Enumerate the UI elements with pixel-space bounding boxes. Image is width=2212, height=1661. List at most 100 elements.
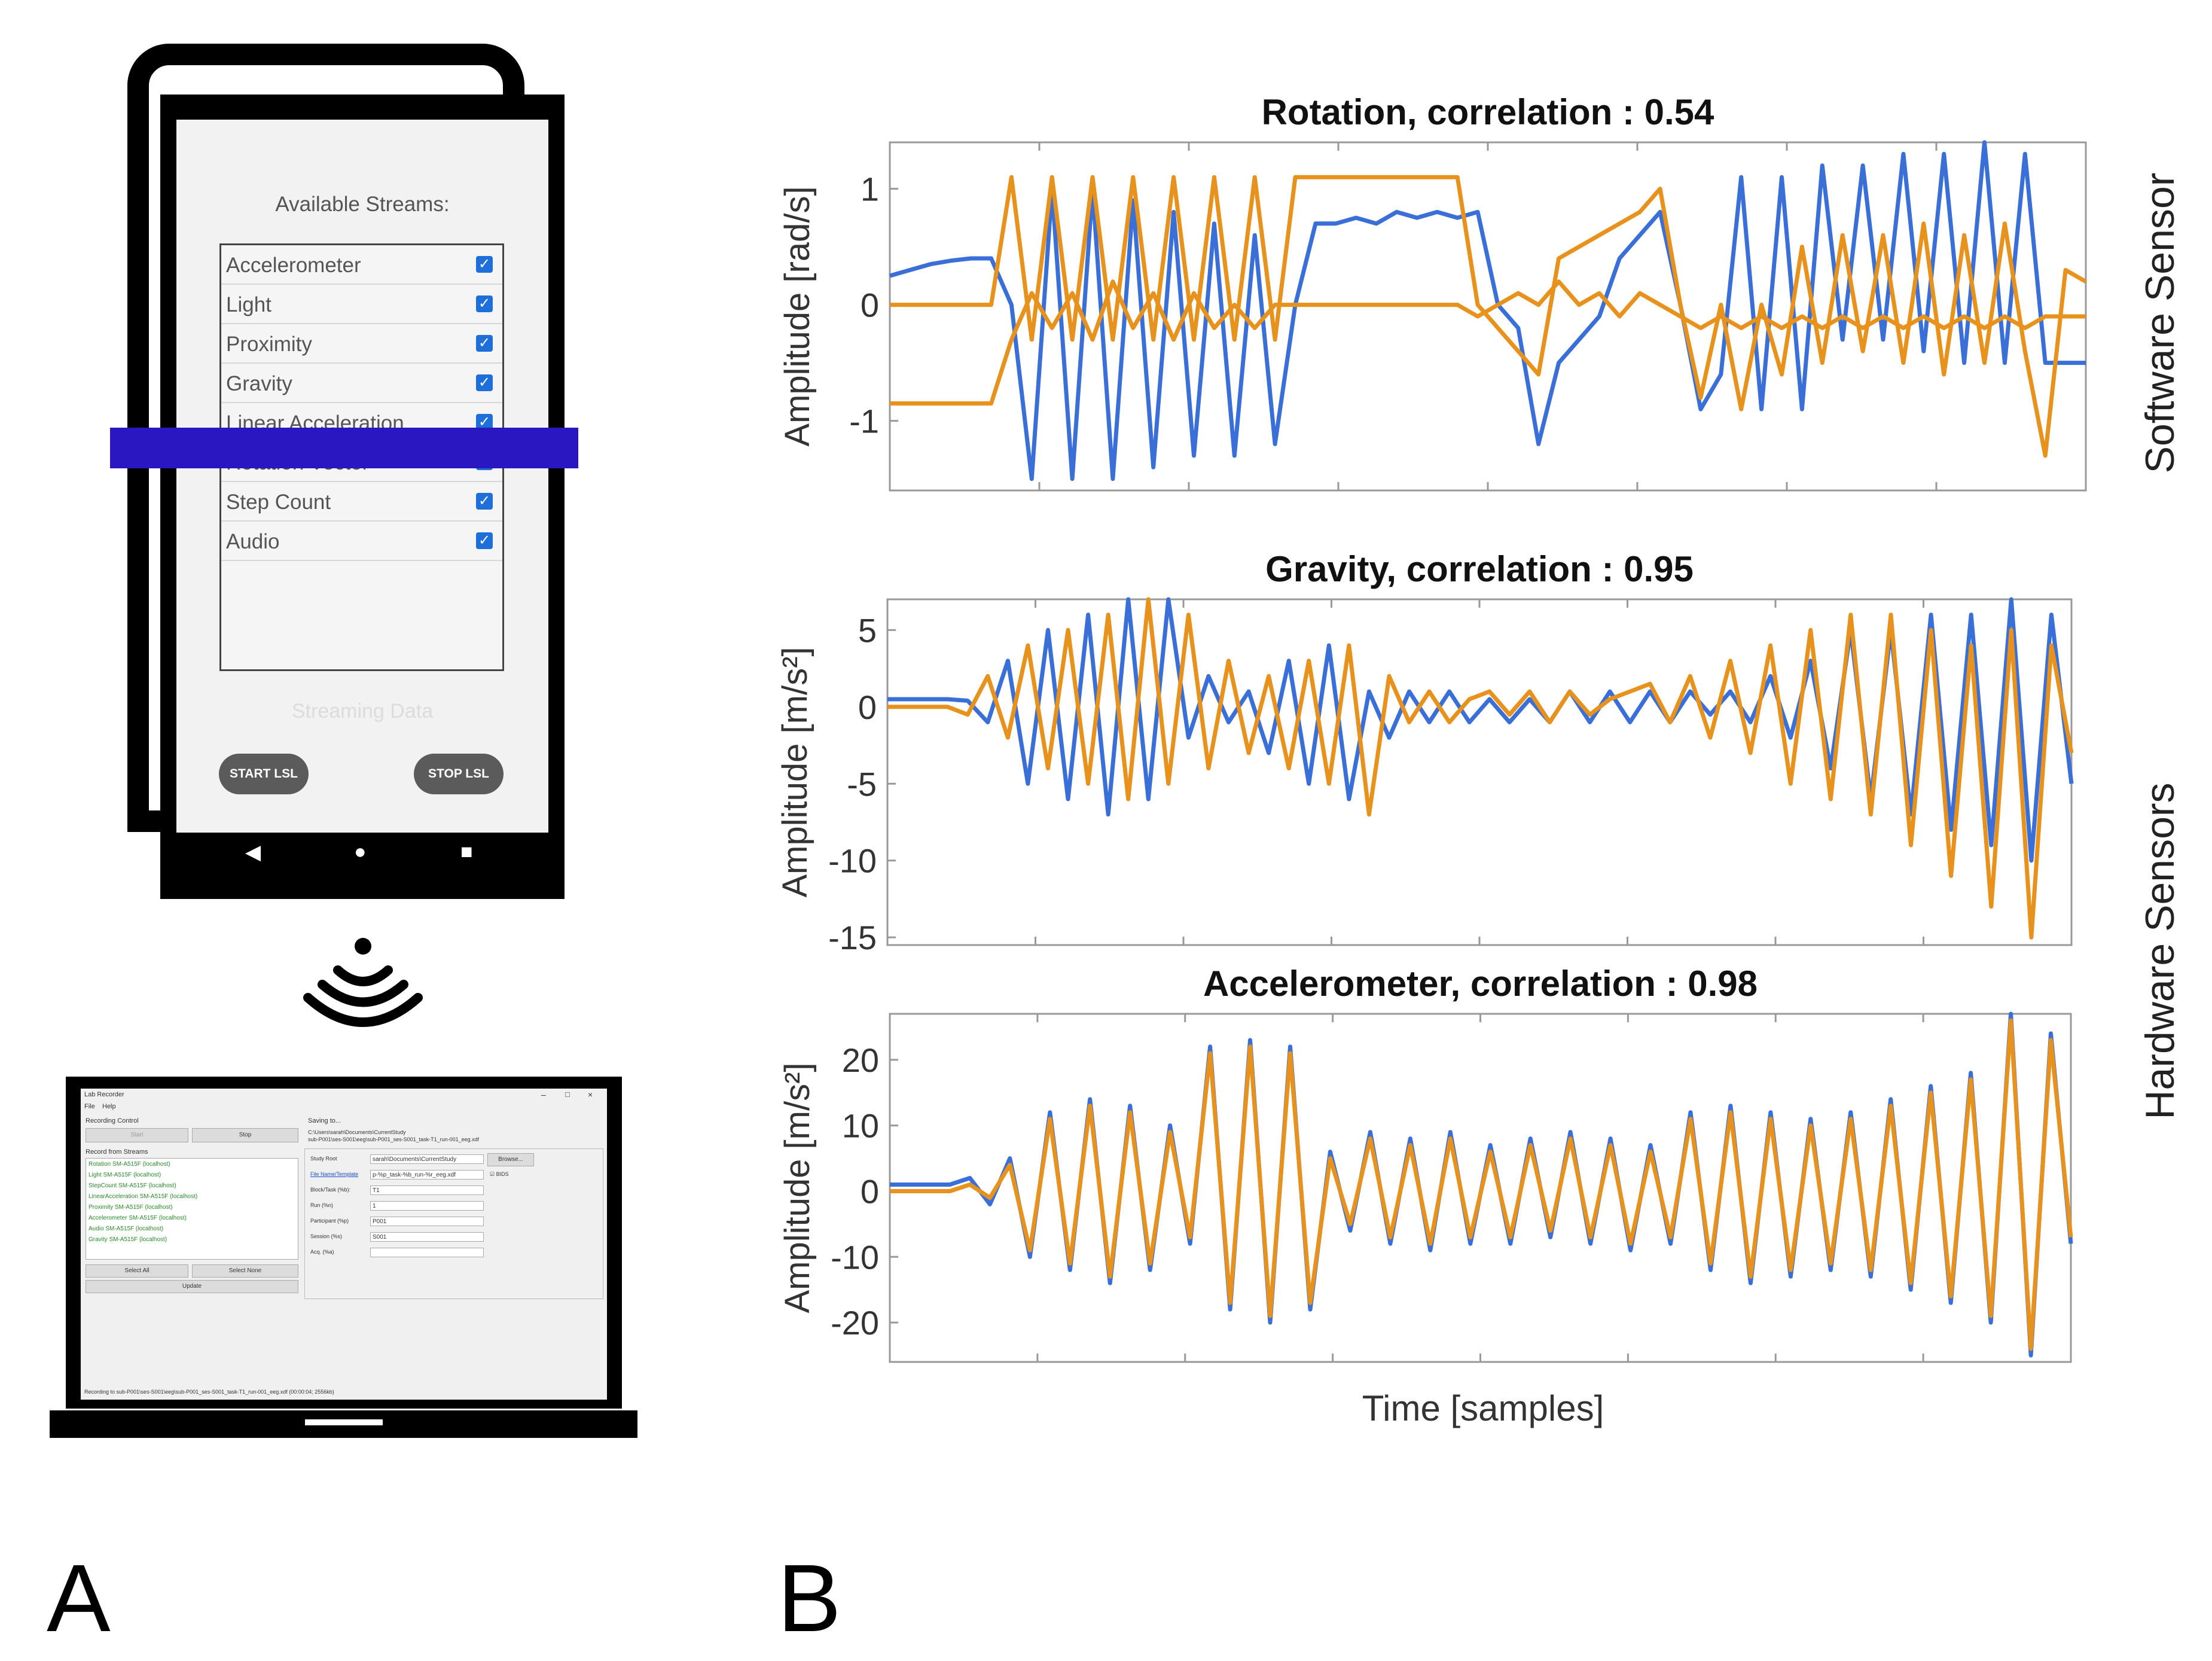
- stream-label: Gravity: [226, 372, 292, 395]
- panel-label-b: B: [777, 1544, 841, 1651]
- y-tick-label: 0: [861, 287, 879, 324]
- y-tick-label: -1: [849, 403, 879, 440]
- start-lsl-button[interactable]: START LSL: [219, 754, 309, 794]
- study-root-input[interactable]: sarah\Documents\CurrentStudy: [370, 1154, 484, 1164]
- acq-input[interactable]: [370, 1248, 484, 1257]
- panel-label-a: A: [47, 1544, 111, 1651]
- run-stepper[interactable]: 1: [370, 1201, 484, 1211]
- stream-label: Accelerometer: [226, 254, 361, 277]
- stream-row-light[interactable]: Light ✓: [221, 285, 502, 324]
- stream-row-accelerometer[interactable]: Accelerometer ✓: [221, 245, 502, 285]
- y-tick-label: -5: [847, 765, 877, 803]
- y-tick-label: 20: [842, 1041, 879, 1079]
- status-bar: Recording to sub-P001\ses-S001\eeg\sub-P…: [84, 1389, 334, 1395]
- series-line: [887, 597, 2074, 940]
- checkbox-checked-icon[interactable]: ✓: [476, 532, 493, 549]
- block-select[interactable]: T1: [370, 1185, 484, 1195]
- stop-button[interactable]: Stop: [192, 1128, 298, 1142]
- y-tick-label: 1: [861, 170, 879, 208]
- chart-title: Accelerometer, correlation : 0.98: [1203, 964, 1758, 1004]
- minimize-icon[interactable]: –: [541, 1090, 546, 1099]
- stream-label: Step Count: [226, 490, 331, 514]
- y-axis-label: Amplitude [m/s²]: [778, 1063, 817, 1313]
- record-from-streams-label: Record from Streams: [86, 1148, 148, 1156]
- checkbox-checked-icon[interactable]: ✓: [476, 256, 493, 273]
- bids-label: BIDS: [496, 1171, 509, 1177]
- save-path-line-2: sub-P001\ses-S001\eeg\sub-P001_ses-S001_…: [308, 1136, 480, 1142]
- lr-stream-item[interactable]: Proximity SM-A515F (localhost): [89, 1204, 173, 1211]
- chart-title: Gravity, correlation : 0.95: [1265, 549, 1694, 589]
- stream-label: Light: [226, 293, 271, 316]
- select-none-button[interactable]: Select None: [192, 1264, 298, 1278]
- stream-row-step-count[interactable]: Step Count ✓: [221, 482, 502, 522]
- checkbox-checked-icon[interactable]: ✓: [476, 335, 493, 352]
- y-axis-label: Amplitude [m/s²]: [776, 647, 814, 898]
- lr-stream-item[interactable]: StepCount SM-A515F (localhost): [89, 1182, 176, 1189]
- block-label: Block/Task (%b):: [310, 1187, 351, 1193]
- stream-label: Proximity: [226, 333, 312, 356]
- lr-stream-item[interactable]: Audio SM-A515F (localhost): [89, 1226, 164, 1232]
- back-icon[interactable]: ◀: [245, 841, 261, 864]
- home-icon[interactable]: ●: [354, 840, 367, 863]
- x-axis-label: Time [samples]: [1362, 1388, 1604, 1428]
- lab-recorder-window: Lab Recorder – □ × File Help Recording C…: [81, 1089, 607, 1400]
- highlight-bar: [110, 428, 578, 468]
- session-input[interactable]: S001: [370, 1232, 484, 1242]
- close-icon[interactable]: ×: [588, 1090, 593, 1099]
- session-label: Session (%s): [310, 1233, 343, 1239]
- maximize-icon[interactable]: □: [565, 1090, 570, 1099]
- series-line: [890, 1018, 2073, 1351]
- lr-stream-item[interactable]: Gravity SM-A515F (localhost): [89, 1236, 167, 1243]
- chart-gravity: -15 -10 -5 0 5 Gravity, correlation : 0.95 Amp…: [776, 549, 2074, 956]
- window-title: Lab Recorder: [84, 1091, 124, 1098]
- y-tick-label: 0: [861, 1172, 879, 1210]
- lr-stream-item[interactable]: Light SM-A515F (localhost): [89, 1172, 161, 1178]
- bids-checkbox[interactable]: ☑ BIDS: [490, 1171, 509, 1177]
- checkbox-checked-icon[interactable]: ✓: [476, 374, 493, 391]
- chart-title: Rotation, correlation : 0.54: [1262, 92, 1714, 132]
- streaming-status: Streaming Data: [291, 700, 434, 723]
- stream-listbox: Rotation SM-A515F (localhost) Light SM-A…: [86, 1158, 298, 1260]
- side-label-hardware: Hardware Sensors: [2137, 782, 2183, 1119]
- y-tick-label: -10: [831, 1238, 879, 1276]
- series-line: [890, 175, 2087, 458]
- chart-accelerometer: -20 -10 0 10 20 Accelerometer, correlation : …: [778, 964, 2073, 1363]
- run-label: Run (%n): [310, 1202, 334, 1208]
- wifi-icon: [303, 938, 423, 1027]
- select-all-button[interactable]: Select All: [86, 1264, 188, 1278]
- stream-row-audio[interactable]: Audio ✓: [221, 522, 502, 561]
- file-template-link[interactable]: File Name/Template: [310, 1171, 359, 1177]
- lr-stream-item[interactable]: Accelerometer SM-A515F (localhost): [89, 1215, 187, 1221]
- save-path-line-1: C:\Users\sarah\Documents\CurrentStudy: [308, 1129, 406, 1135]
- y-tick-label: -10: [828, 842, 877, 880]
- lr-stream-item[interactable]: Rotation SM-A515F (localhost): [89, 1161, 170, 1168]
- browse-button[interactable]: Browse...: [487, 1153, 534, 1166]
- checkbox-checked-icon[interactable]: ✓: [476, 295, 493, 312]
- series-line: [890, 279, 2086, 406]
- lr-stream-item[interactable]: LinearAcceleration SM-A515F (localhost): [89, 1193, 198, 1200]
- stream-row-proximity[interactable]: Proximity ✓: [221, 324, 502, 364]
- y-axis-label: Amplitude [rad/s]: [778, 186, 817, 446]
- y-tick-label: -15: [828, 919, 877, 956]
- side-label-software: Software Sensor: [2137, 173, 2183, 474]
- y-tick-label: 0: [858, 688, 877, 726]
- chart-rotation: -1 0 1 Rotation, correlation : 0.54 Amplitud…: [778, 92, 2087, 492]
- checkbox-checked-icon[interactable]: ✓: [476, 493, 493, 510]
- menu-file[interactable]: File: [84, 1103, 95, 1110]
- participant-input[interactable]: P001: [370, 1217, 484, 1226]
- start-button[interactable]: Start: [86, 1128, 188, 1142]
- y-tick-label: 10: [842, 1107, 879, 1145]
- y-tick-label: 5: [858, 611, 877, 649]
- available-streams-title: Available Streams:: [275, 193, 450, 216]
- acq-label: Acq. (%a): [310, 1249, 334, 1255]
- settings-group: [304, 1148, 603, 1299]
- stream-label: Audio: [226, 530, 280, 553]
- update-button[interactable]: Update: [86, 1280, 298, 1293]
- file-template-input[interactable]: p-%p_task-%b_run-%r_eeg.xdf: [370, 1170, 484, 1180]
- recent-apps-icon[interactable]: ■: [460, 840, 473, 863]
- stop-lsl-button[interactable]: STOP LSL: [414, 754, 504, 794]
- stream-row-gravity[interactable]: Gravity ✓: [221, 364, 502, 403]
- recording-control-label: Recording Control: [86, 1117, 139, 1124]
- menu-help[interactable]: Help: [102, 1103, 116, 1110]
